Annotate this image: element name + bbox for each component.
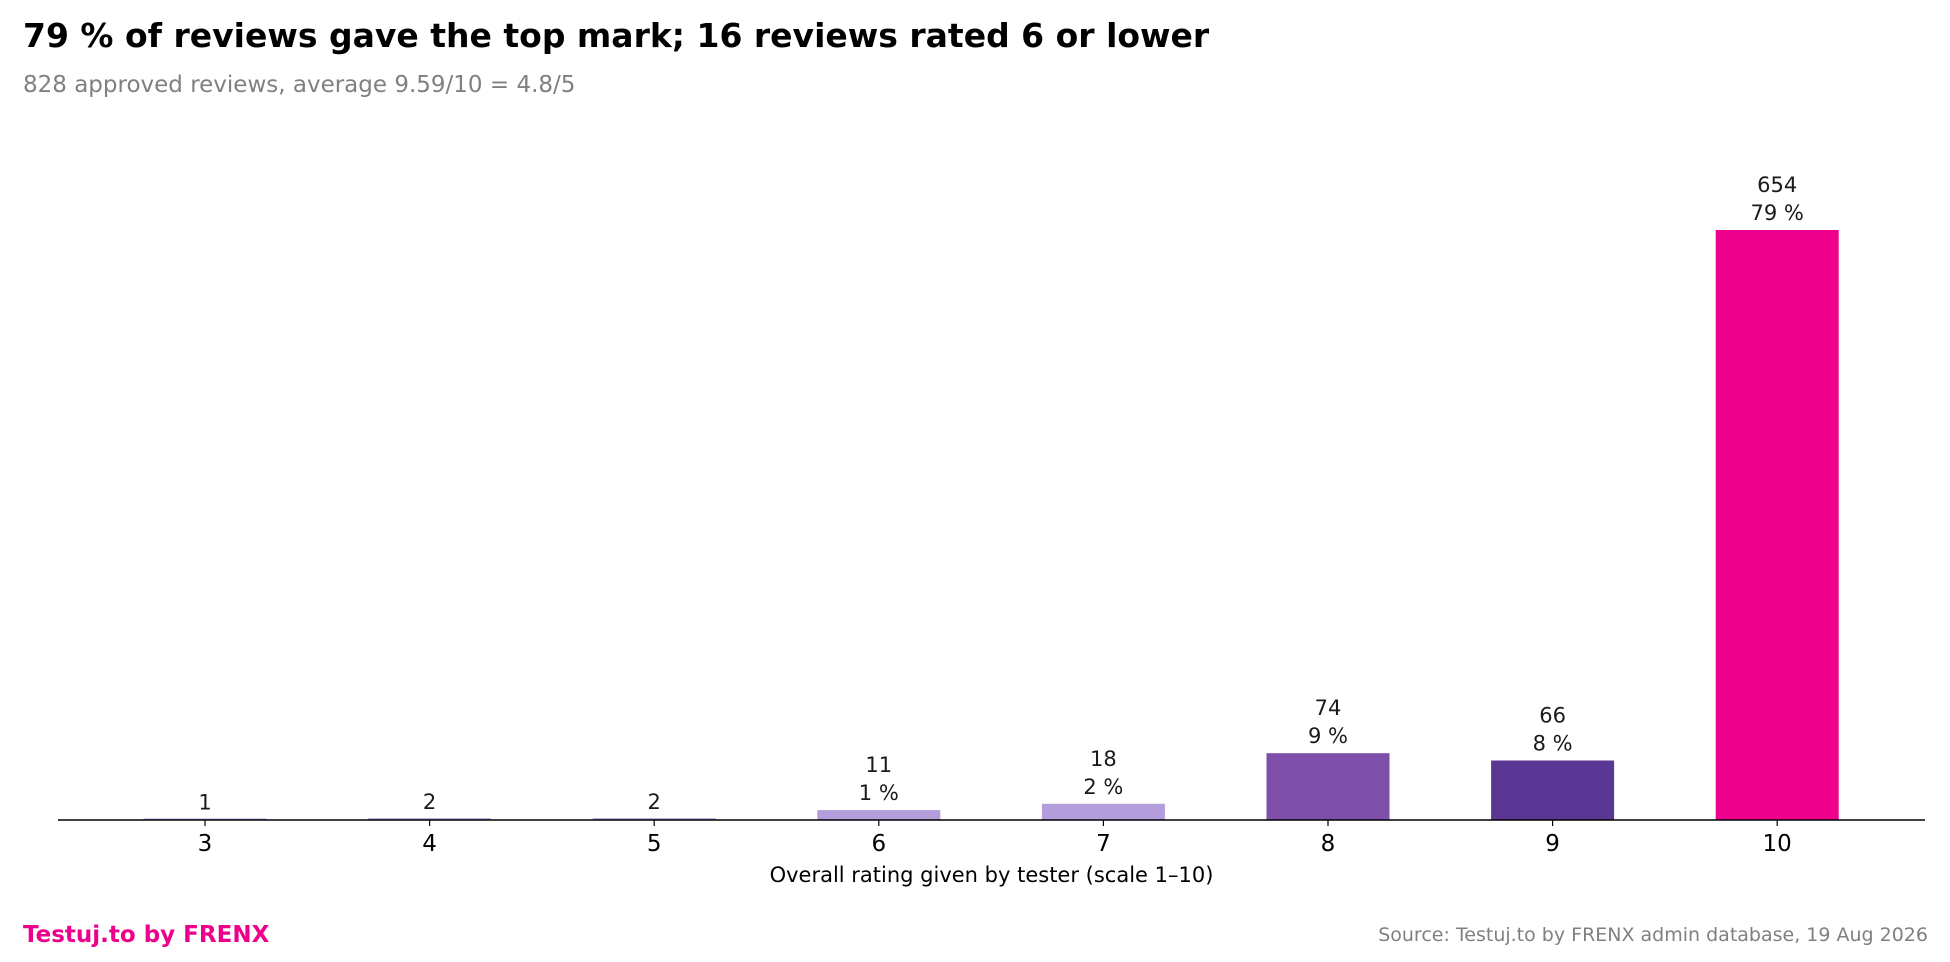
percent-label: 2 %: [1083, 775, 1123, 799]
count-label: 654: [1757, 173, 1797, 197]
count-label: 74: [1315, 696, 1342, 720]
brand-label: Testuj.to by FRENX: [23, 922, 270, 948]
bar-rating-5: [592, 818, 716, 820]
chart-title: 79 % of reviews gave the top mark; 16 re…: [23, 16, 1210, 55]
bar-rating-4: [368, 818, 492, 820]
percent-label: 8 %: [1533, 732, 1573, 756]
percent-label: 1 %: [859, 781, 899, 805]
x-tick-label: 4: [422, 831, 437, 857]
x-tick-label: 3: [198, 831, 213, 857]
bar-chart: 1 3 2 4 2 5 11 1 % 6 18 2 % 7 74 9 % 8 66 8 % 9 654 79 % 10 O…: [58, 173, 1925, 887]
bar-rating-7: [1041, 803, 1165, 820]
x-tick-label: 6: [871, 831, 886, 857]
bar-rating-9: [1491, 760, 1615, 820]
x-tick-label: 8: [1321, 831, 1336, 857]
count-label: 66: [1539, 704, 1566, 728]
x-tick-label: 10: [1763, 831, 1792, 857]
source-note: Source: Testuj.to by FRENX admin databas…: [1378, 924, 1928, 946]
percent-label: 79 %: [1751, 201, 1804, 225]
bar-rating-6: [817, 810, 941, 820]
x-tick-label: 9: [1545, 831, 1560, 857]
count-label: 2: [648, 790, 661, 814]
bar-rating-3: [143, 818, 267, 820]
count-label: 18: [1090, 747, 1117, 771]
x-axis-title: Overall rating given by tester (scale 1–…: [770, 863, 1214, 887]
x-tick-label: 7: [1096, 831, 1111, 857]
count-label: 1: [198, 791, 211, 815]
chart-subtitle: 828 approved reviews, average 9.59/10 = …: [23, 72, 576, 98]
x-tick-label: 5: [647, 831, 662, 857]
percent-label: 9 %: [1308, 724, 1348, 748]
bar-rating-10: [1715, 230, 1839, 820]
bar-rating-8: [1266, 753, 1390, 820]
count-label: 11: [865, 753, 892, 777]
count-label: 2: [423, 790, 436, 814]
